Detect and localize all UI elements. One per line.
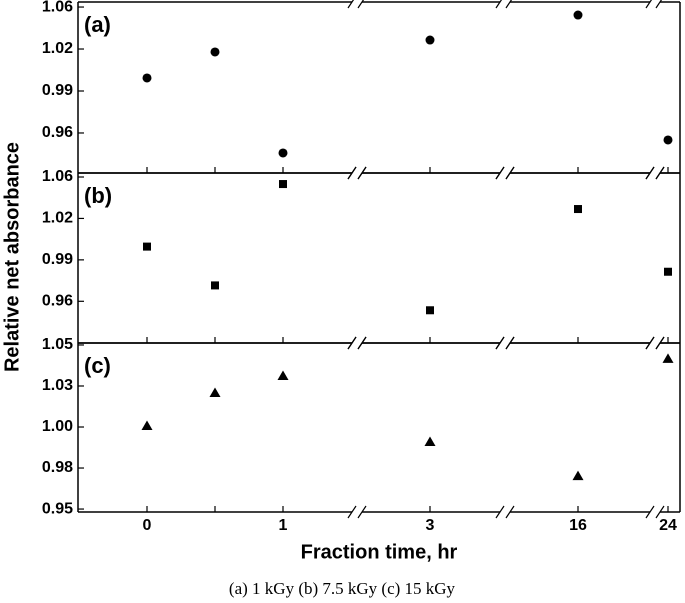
y-tick-label: 1.02 [42, 40, 73, 57]
axis-break [347, 505, 357, 519]
y-tick-label: 0.96 [42, 124, 73, 141]
axis-break [655, 166, 665, 180]
axis-break [505, 0, 513, 9]
y-tick-label: 0.96 [42, 293, 73, 310]
panel-label: (b) [84, 183, 112, 208]
point [279, 180, 287, 189]
axis-break [655, 336, 665, 350]
axis-break [655, 0, 663, 9]
point [143, 242, 151, 251]
y-axis-title: Relative net absorbance [1, 142, 23, 372]
y-tick-label: 0.99 [42, 251, 73, 268]
axis-break [505, 166, 515, 180]
panel-label: (c) [84, 353, 111, 378]
point [664, 267, 672, 276]
x-tick-label: 24 [659, 517, 677, 534]
y-tick-label: 0.98 [42, 459, 73, 476]
axis-break [357, 166, 367, 180]
panel-label: (a) [84, 12, 111, 37]
x-tick-label: 1 [279, 517, 288, 534]
point [142, 73, 152, 83]
y-tick-label: 0.95 [42, 500, 73, 517]
point [663, 135, 673, 145]
y-tick-label: 1.05 [42, 336, 73, 353]
point [426, 306, 434, 315]
caption: (a) 1 kGy (b) 7.5 kGy (c) 15 kGy [229, 579, 456, 598]
y-tick-label: 1.02 [42, 210, 73, 227]
x-tick-label: 0 [143, 517, 152, 534]
point [211, 281, 219, 290]
axis-break [357, 336, 367, 350]
y-tick-label: 1.03 [42, 377, 73, 394]
axis-break [645, 336, 655, 350]
point [573, 10, 583, 20]
point [141, 420, 153, 431]
axis-break [645, 505, 655, 519]
y-tick-label: 0.99 [42, 82, 73, 99]
axis-break [645, 0, 653, 9]
point [662, 353, 674, 363]
axis-break [347, 166, 357, 180]
point [425, 35, 435, 45]
axis-break [357, 505, 367, 519]
axis-break [655, 505, 665, 519]
axis-break [347, 336, 357, 350]
point [277, 370, 289, 380]
y-tick-label: 1.00 [42, 418, 73, 435]
x-axis-title: Fraction time, hr [301, 541, 458, 563]
point [424, 436, 436, 446]
point [210, 47, 220, 57]
axis-break [495, 166, 505, 180]
axis-break [495, 505, 505, 519]
axis-break [505, 505, 515, 519]
point [574, 205, 582, 214]
x-tick-label: 3 [426, 517, 435, 534]
axis-break [495, 336, 505, 350]
axis-break [357, 0, 365, 9]
axis-break [505, 336, 515, 350]
axis-break [347, 0, 355, 9]
axis-break [495, 0, 503, 9]
point [209, 387, 221, 398]
axis-break [645, 166, 655, 180]
point [572, 470, 584, 481]
point [278, 148, 288, 158]
y-tick-label: 1.06 [42, 168, 73, 185]
x-tick-label: 16 [569, 517, 587, 534]
y-tick-label: 1.06 [42, 0, 73, 15]
